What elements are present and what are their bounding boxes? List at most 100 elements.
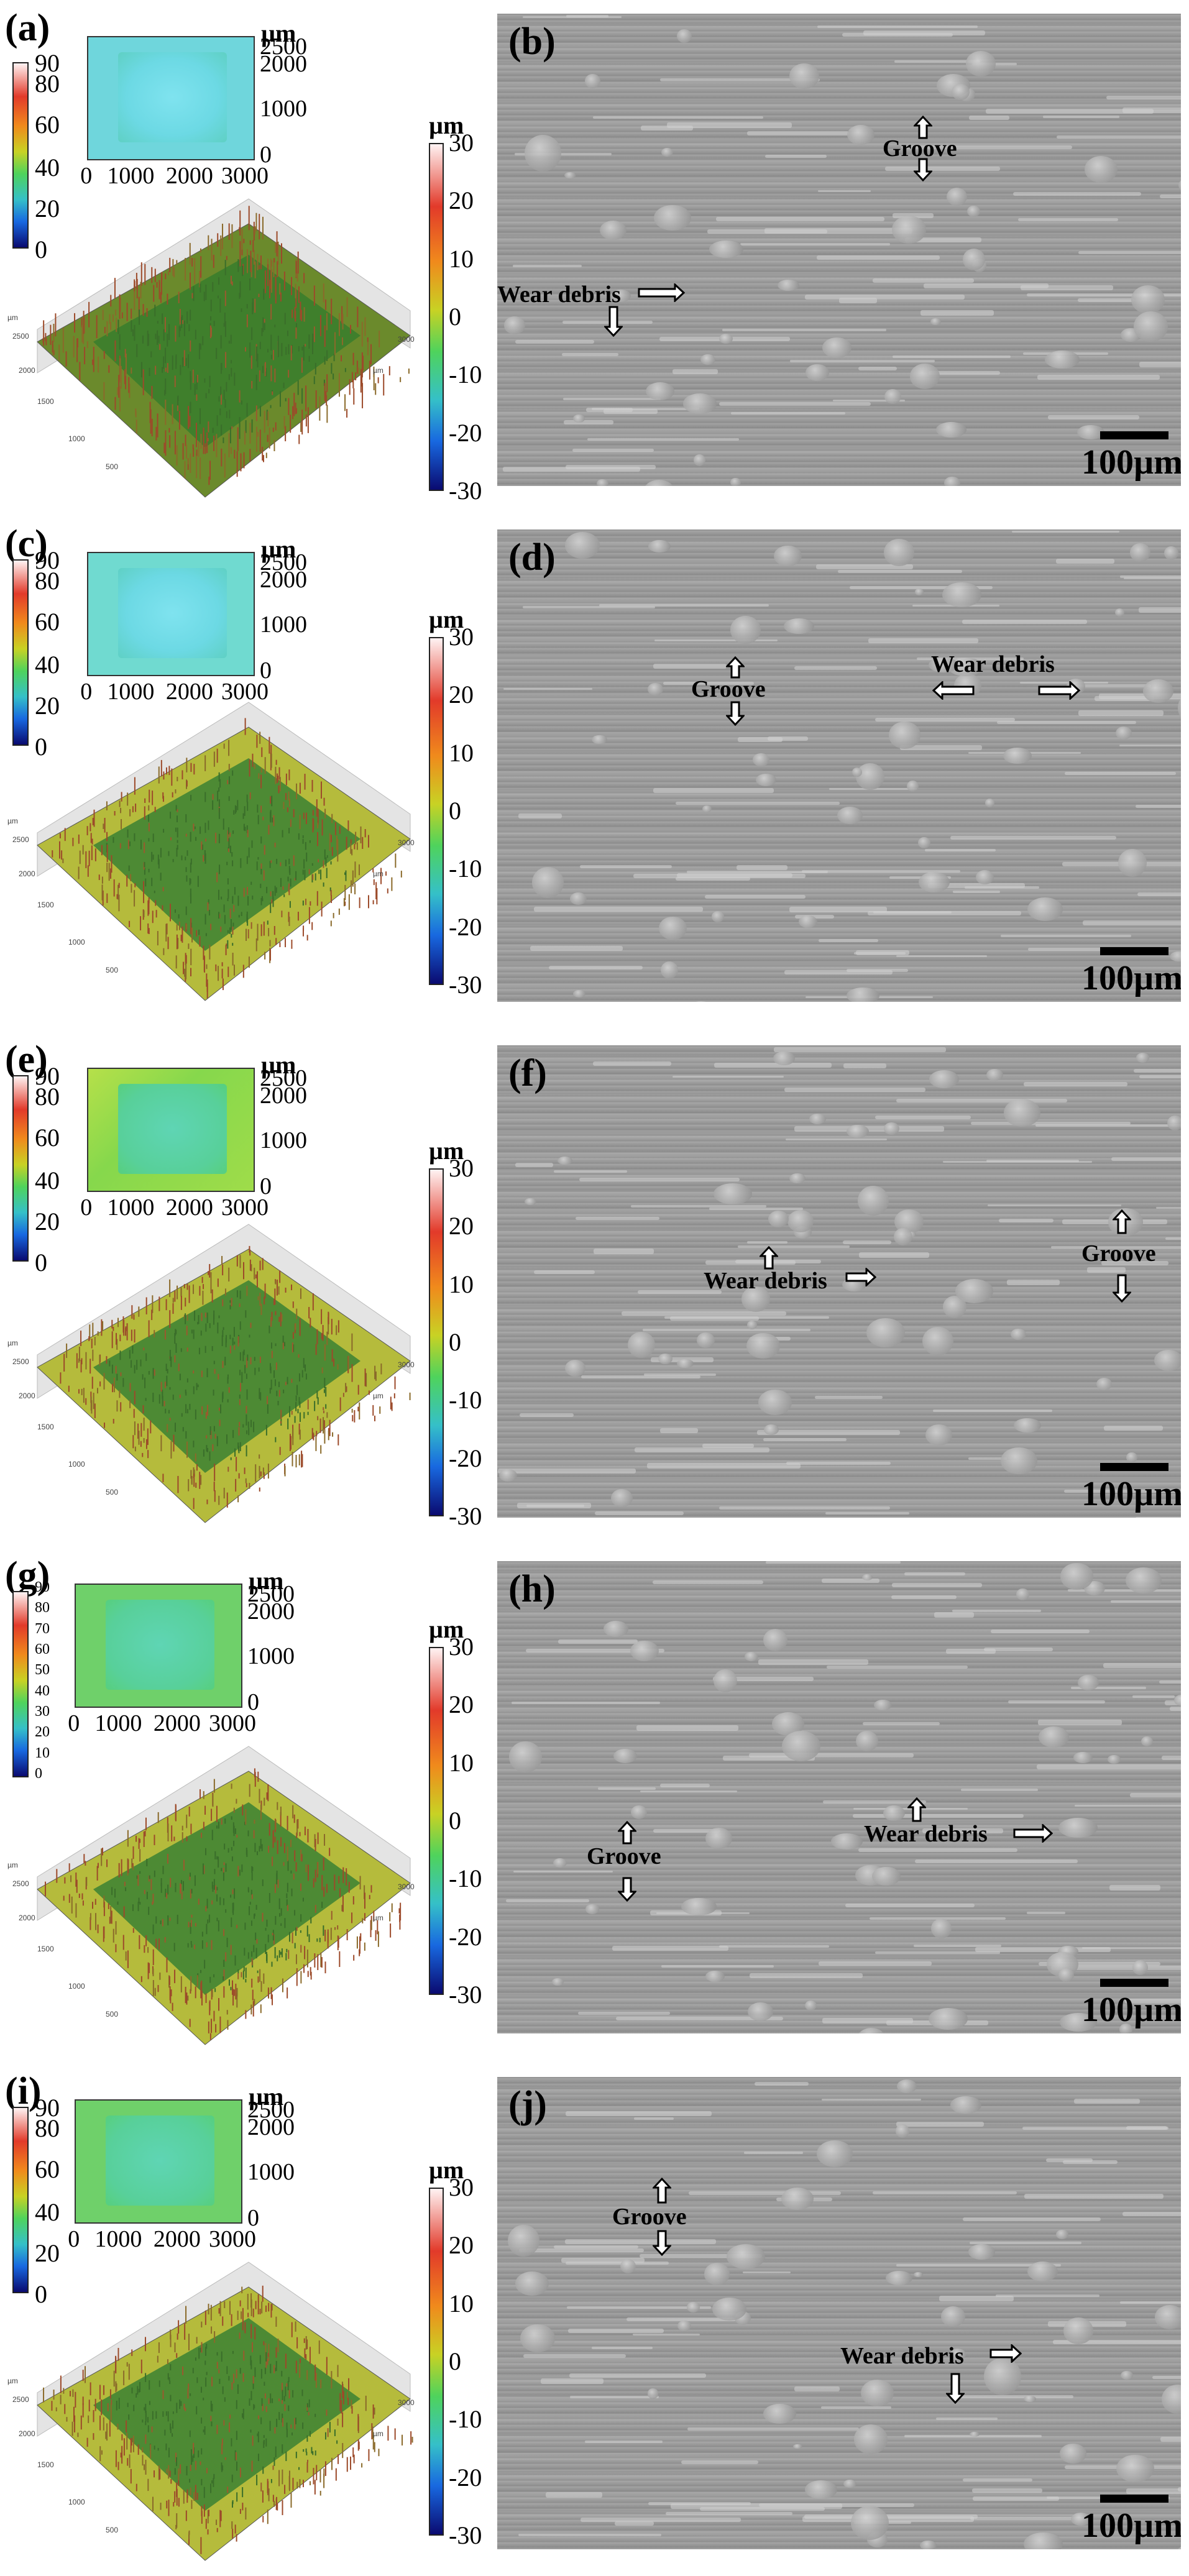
big-colorbar xyxy=(429,1168,444,1516)
wear-particle xyxy=(914,2272,923,2277)
sem-streak xyxy=(845,1904,975,1907)
wear-particle xyxy=(1045,351,1080,369)
scale-bar xyxy=(1100,1463,1168,1471)
surface-axis-tick: µm xyxy=(7,313,18,322)
height-map-2d xyxy=(75,2099,242,2224)
sem-streak xyxy=(512,1702,660,1703)
map-x-tick: 3000 xyxy=(221,164,269,188)
surface-axis-tick: 2500 xyxy=(12,1357,29,1366)
sem-streak xyxy=(873,911,952,914)
sem-streak xyxy=(1132,1695,1175,1698)
worn-region xyxy=(118,568,227,658)
wear-particle xyxy=(897,2079,917,2094)
surface-axis-tick: 1000 xyxy=(68,434,85,443)
annotation-arrow-icon xyxy=(914,116,932,142)
wear-particle xyxy=(714,1183,751,1204)
sem-streak xyxy=(1076,684,1151,687)
sem-streak xyxy=(518,814,562,818)
wear-particle xyxy=(585,1904,600,1914)
scale-bar-label: 100µm xyxy=(1081,1992,1181,2027)
sem-streak xyxy=(839,298,878,303)
wear-particle xyxy=(592,735,607,744)
sem-streak xyxy=(1119,745,1181,746)
wear-particle xyxy=(1164,546,1178,560)
annotation-arrow-icon xyxy=(914,158,932,185)
wear-particle xyxy=(920,2541,937,2549)
sem-streak xyxy=(1048,415,1139,420)
sem-streak xyxy=(1122,2212,1182,2216)
surface-axis-tick: 1000 xyxy=(68,2498,85,2506)
surface-axis-tick: 2000 xyxy=(19,1914,35,1922)
surface-axis-tick: µm xyxy=(373,869,383,878)
map-y-tick: 2000 xyxy=(260,568,307,592)
sem-streak xyxy=(1038,1720,1122,1725)
wear-particle xyxy=(764,1424,779,1435)
wear-particle xyxy=(730,616,761,644)
sem-streak xyxy=(565,2239,716,2244)
surface-axis-tick: 2500 xyxy=(12,332,29,341)
wear-particle xyxy=(694,454,705,466)
wear-particle xyxy=(896,2124,910,2138)
wear-particle xyxy=(730,478,740,486)
big-colorbar-tick: 20 xyxy=(449,1692,474,1717)
panel-label-right: (b) xyxy=(508,22,556,61)
wear-particle xyxy=(1039,1726,1069,1748)
surface-axis-tick: µm xyxy=(373,2429,383,2438)
sem-streak xyxy=(972,2488,1042,2493)
wear-particle xyxy=(1179,2084,1181,2094)
wear-particle xyxy=(661,148,673,157)
wear-particle xyxy=(628,1332,655,1358)
wear-particle xyxy=(1024,2532,1063,2549)
wear-particle xyxy=(705,1828,732,1849)
sem-streak xyxy=(893,355,1011,358)
wear-particle xyxy=(774,546,802,567)
wear-particle xyxy=(966,51,996,76)
wear-particle xyxy=(1096,1378,1112,1390)
scale-bar xyxy=(1100,1979,1168,1987)
wear-particle xyxy=(1058,1968,1075,1982)
sem-streak xyxy=(719,402,871,406)
sem-streak xyxy=(1111,1600,1181,1603)
big-colorbar-tick: -30 xyxy=(449,1982,482,2007)
sem-streak xyxy=(558,1639,638,1644)
sem-streak xyxy=(1037,375,1160,380)
wear-particle xyxy=(784,618,814,634)
sem-streak xyxy=(1008,1700,1106,1703)
annotation-arrow-icon xyxy=(845,1268,876,1290)
sem-streak xyxy=(689,2191,842,2194)
sem-image: (d)100µm xyxy=(497,529,1181,1002)
sem-streak xyxy=(873,2191,1017,2194)
big-colorbar-tick: 0 xyxy=(449,1330,461,1355)
sem-streak xyxy=(794,2386,840,2391)
surface-axis-tick: 500 xyxy=(106,2010,118,2019)
wear-particle xyxy=(702,805,712,812)
wear-particle xyxy=(1134,311,1168,342)
sem-streak xyxy=(1160,195,1181,198)
wear-particle xyxy=(967,206,980,217)
big-colorbar-tick: 20 xyxy=(449,188,474,213)
sem-streak xyxy=(702,1444,754,1448)
sem-streak xyxy=(1160,2437,1181,2442)
scale-bar xyxy=(1100,431,1168,439)
sem-streak xyxy=(635,1447,769,1453)
sem-streak xyxy=(1056,559,1115,564)
wear-particle xyxy=(930,318,942,324)
wear-particle xyxy=(763,2404,796,2424)
scale-bar-label: 100µm xyxy=(1081,1477,1181,1511)
wear-particle xyxy=(525,1198,536,1206)
sem-streak xyxy=(997,721,1136,724)
sem-streak xyxy=(794,1126,944,1132)
sem-streak xyxy=(570,2396,659,2398)
wear-particle xyxy=(806,364,829,381)
worn-region xyxy=(106,1600,215,1690)
sem-streak xyxy=(740,243,890,245)
wear-particle xyxy=(687,2302,700,2312)
sem-streak xyxy=(1126,2126,1167,2130)
sem-streak xyxy=(520,1413,574,1417)
sem-streak xyxy=(1013,192,1141,196)
big-colorbar-tick: -20 xyxy=(449,421,482,446)
sem-streak xyxy=(822,2018,913,2023)
